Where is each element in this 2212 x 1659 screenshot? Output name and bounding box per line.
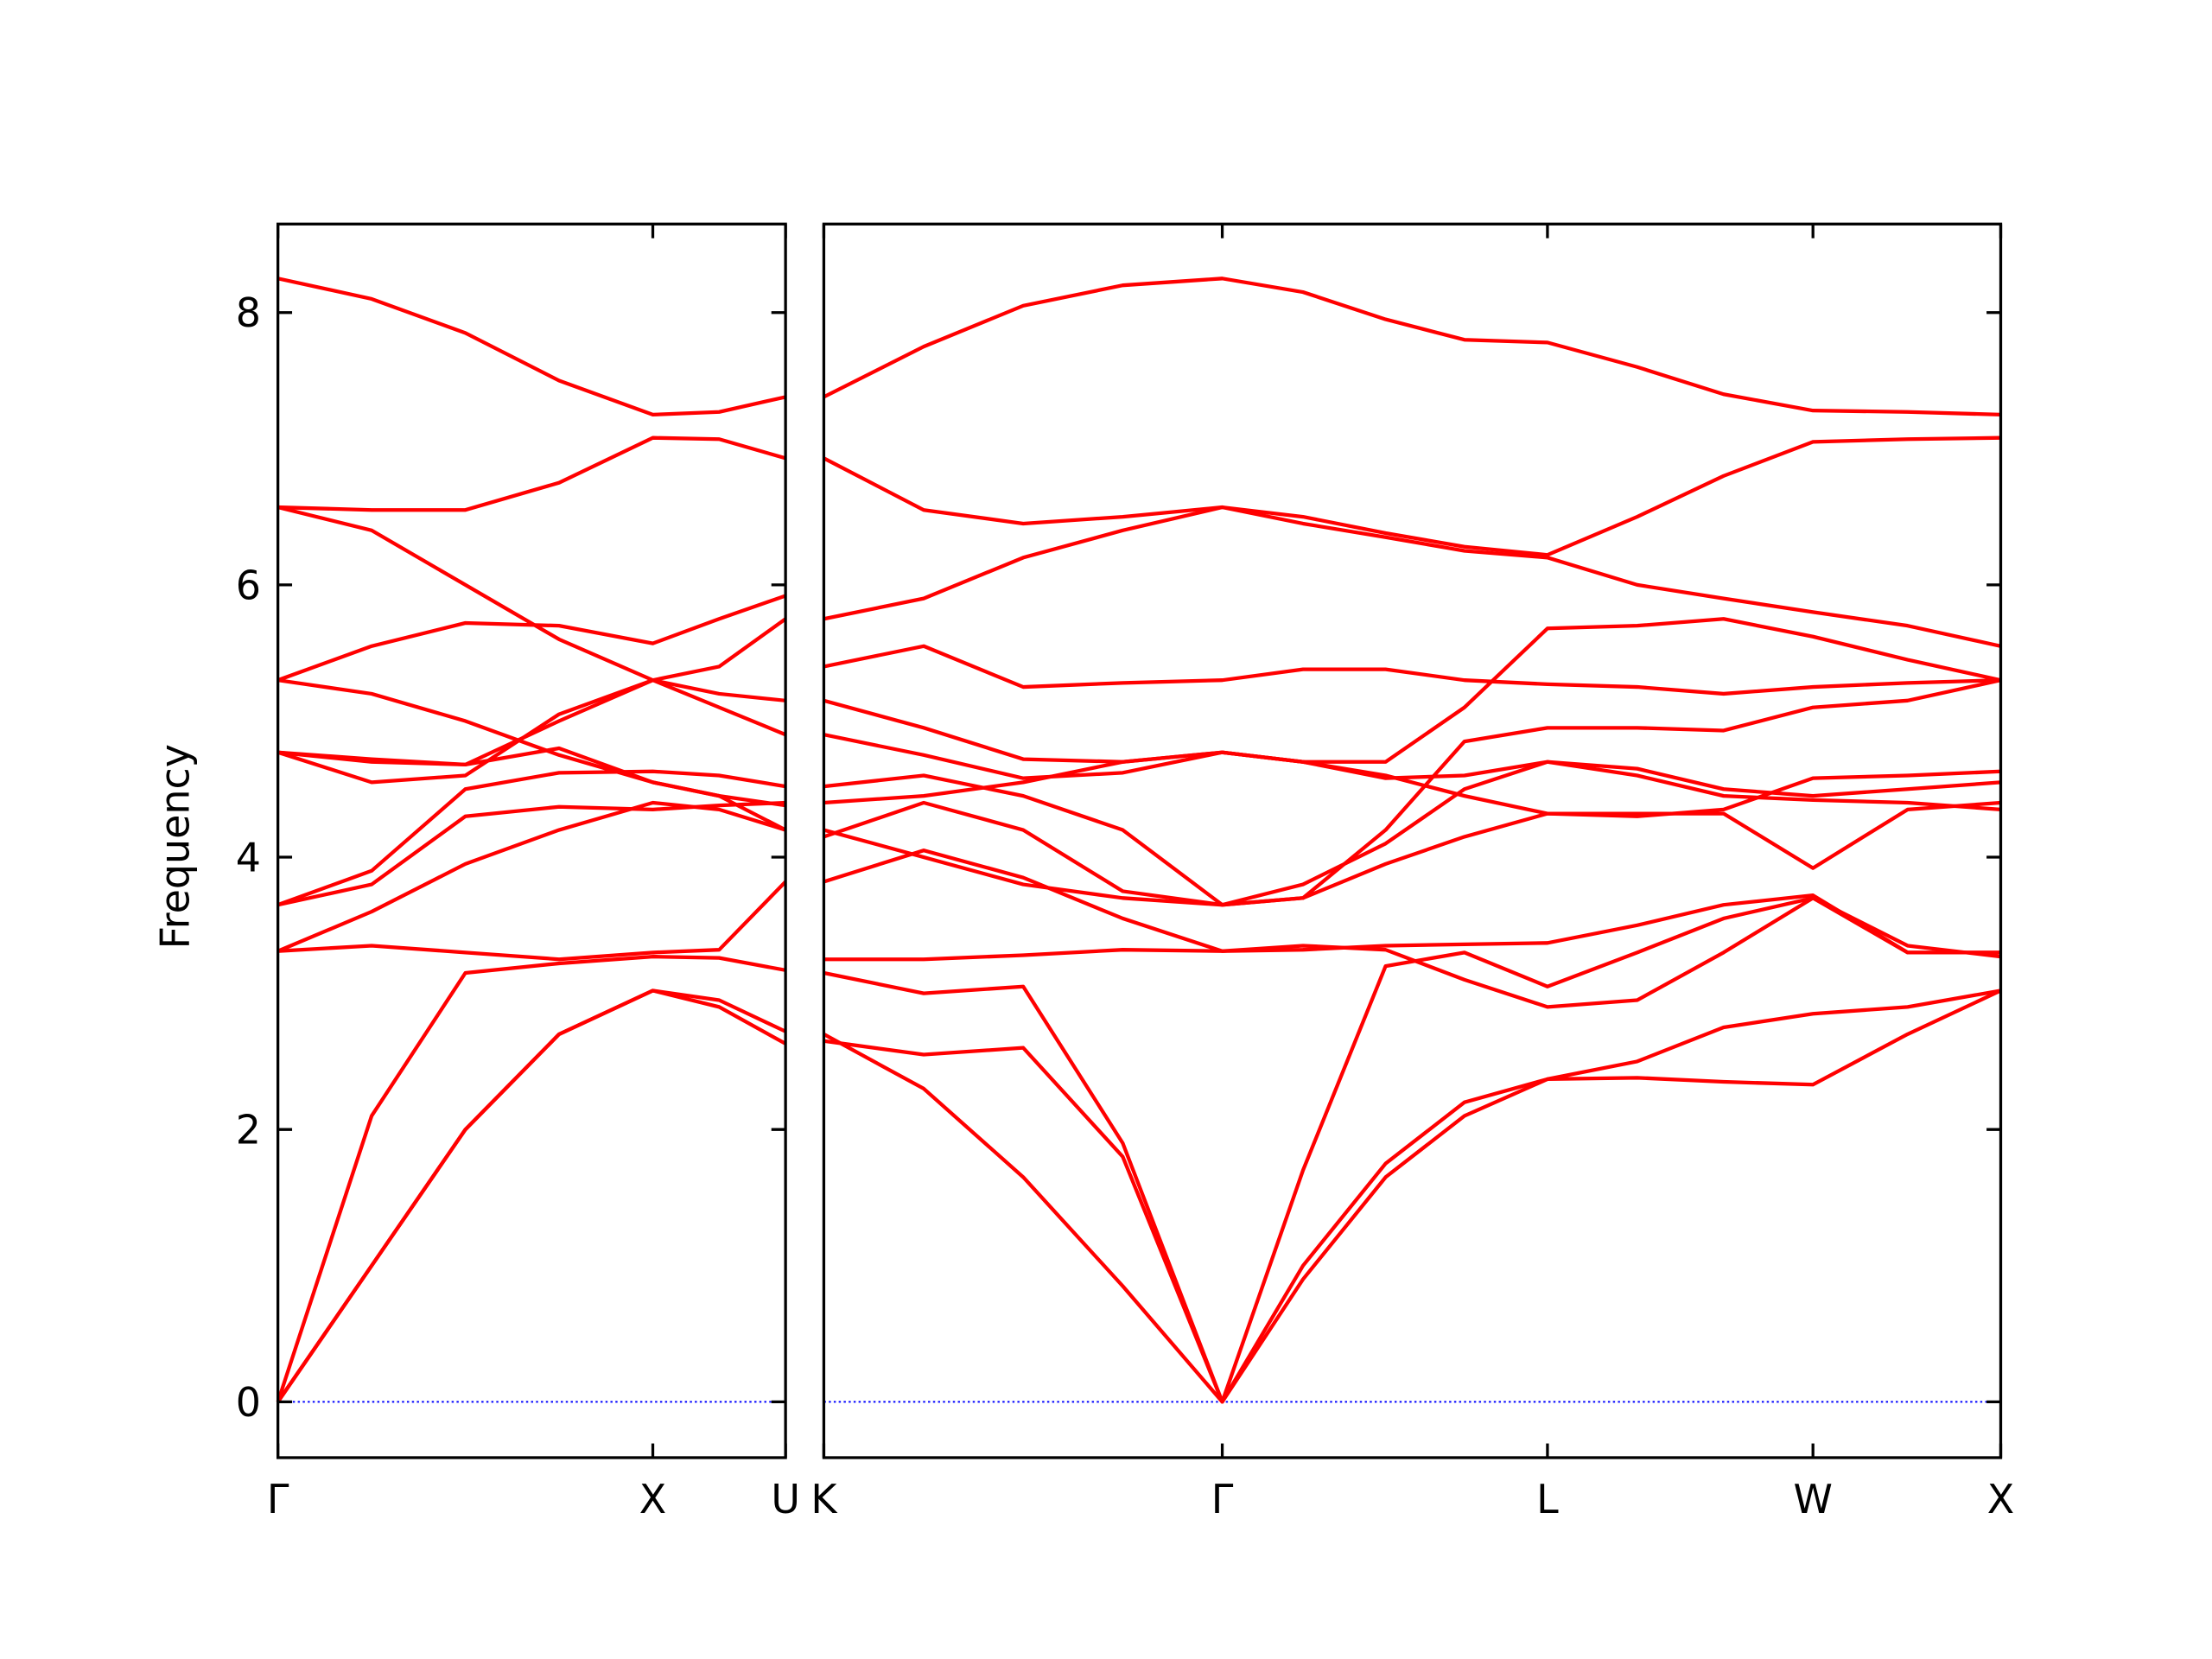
- band-line: [823, 435, 2001, 557]
- x-tick-label: X: [1987, 1476, 2014, 1522]
- band-line: [823, 505, 2001, 648]
- y-tick-label: 0: [236, 1379, 261, 1426]
- x-tick-label: L: [1536, 1476, 1559, 1522]
- band-line: [276, 988, 787, 1403]
- band-line: [276, 617, 787, 785]
- band-line: [823, 644, 2001, 696]
- band-line: [276, 594, 786, 683]
- x-tick-label: K: [810, 1476, 838, 1522]
- band-line: [277, 435, 786, 512]
- band-line: [277, 276, 786, 417]
- x-tick-label: X: [639, 1476, 666, 1522]
- y-tick-label: 6: [236, 562, 261, 608]
- band-line: [277, 880, 787, 962]
- y-tick-label: 2: [236, 1107, 261, 1154]
- band-line: [823, 988, 2001, 1404]
- band-line: [823, 733, 2001, 818]
- band-line: [277, 678, 787, 832]
- band-line: [823, 800, 2001, 907]
- x-tick-label: W: [1793, 1476, 1832, 1522]
- y-tick-label: 8: [236, 289, 261, 336]
- band-line: [823, 896, 2001, 1009]
- band-line: [277, 678, 786, 767]
- y-tick-label: 4: [236, 834, 261, 880]
- band-line: [277, 505, 786, 702]
- y-axis-label: Frequency: [151, 744, 198, 949]
- plot-frame: [276, 222, 787, 1459]
- band-line: [276, 769, 786, 907]
- band-line: [823, 849, 2001, 955]
- band-line: [276, 988, 787, 1403]
- band-line: [276, 954, 786, 1403]
- band-line: [823, 760, 2001, 907]
- band-line: [823, 617, 2001, 764]
- band-line: [277, 800, 786, 907]
- band-line: [823, 276, 2001, 417]
- band-line: [823, 988, 2002, 1404]
- band-line: [823, 896, 2001, 1404]
- x-tick-label: Γ: [267, 1476, 289, 1522]
- plot-frame: [822, 222, 2003, 1459]
- x-tick-label: U: [771, 1476, 800, 1522]
- x-tick-label: Γ: [1211, 1476, 1234, 1522]
- band-line: [276, 800, 786, 953]
